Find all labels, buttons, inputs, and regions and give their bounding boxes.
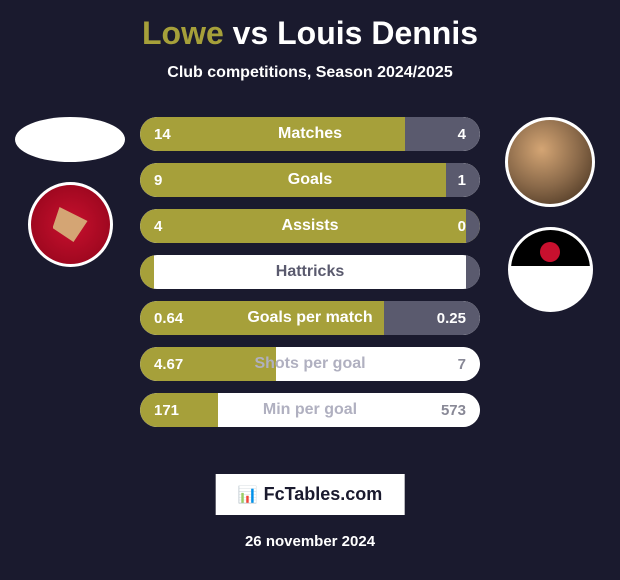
fctables-logo: 📊 FcTables.com	[216, 474, 405, 515]
footer: 📊 FcTables.com 26 november 2024	[216, 474, 405, 550]
player1-photo	[15, 117, 125, 162]
content-area: Matches 14 4 Goals 9 1 Assists 4 0 Hattricks 0 0 Goa…	[10, 117, 610, 427]
player1-club-badge	[28, 182, 113, 267]
stat-row: Goals 9 1	[140, 163, 480, 197]
stat-label: Goals	[288, 171, 332, 189]
comparison-container: Lowe vs Louis Dennis Club competitions, …	[0, 0, 620, 580]
stat-label: Hattricks	[276, 263, 344, 281]
left-badges-column	[10, 117, 130, 267]
stat-row: Assists 4 0	[140, 209, 480, 243]
stat-value-right: 0	[458, 264, 466, 281]
stat-row: Min per goal 171 573	[140, 393, 480, 427]
stat-value-left: 171	[154, 402, 179, 419]
stat-value-right: 0	[458, 218, 466, 235]
stat-row: Goals per match 0.64 0.25	[140, 301, 480, 335]
stat-row: Shots per goal 4.67 7	[140, 347, 480, 381]
stat-value-left: 0.64	[154, 310, 183, 327]
comparison-title: Lowe vs Louis Dennis	[10, 15, 610, 52]
right-badges-column	[490, 117, 610, 312]
stat-label: Shots per goal	[254, 355, 365, 373]
chart-icon: 📊	[238, 485, 258, 505]
date-text: 26 november 2024	[245, 533, 375, 550]
logo-text: FcTables.com	[264, 484, 383, 505]
stat-bar-right	[405, 117, 480, 151]
stat-label: Matches	[278, 125, 342, 143]
stat-bar-left	[140, 255, 154, 289]
stat-bar-left	[140, 393, 218, 427]
vs-text: vs	[233, 15, 269, 51]
stat-value-left: 9	[154, 172, 162, 189]
stat-value-right: 4	[458, 126, 466, 143]
player2-photo	[505, 117, 595, 207]
stat-label: Assists	[282, 217, 339, 235]
player2-club-badge	[508, 227, 593, 312]
stat-value-left: 4.67	[154, 356, 183, 373]
stat-bar-right	[466, 255, 480, 289]
stat-value-right: 0.25	[437, 310, 466, 327]
player1-name: Lowe	[142, 15, 224, 51]
stat-value-right: 573	[441, 402, 466, 419]
player2-name: Louis Dennis	[277, 15, 478, 51]
stats-area: Matches 14 4 Goals 9 1 Assists 4 0 Hattricks 0 0 Goa…	[130, 117, 490, 427]
stat-value-right: 7	[458, 356, 466, 373]
stat-value-right: 1	[458, 172, 466, 189]
stat-bar-left	[140, 117, 405, 151]
stat-value-left: 4	[154, 218, 162, 235]
stat-value-left: 0	[154, 264, 162, 281]
stat-label: Min per goal	[263, 401, 357, 419]
stat-row: Matches 14 4	[140, 117, 480, 151]
stat-label: Goals per match	[247, 309, 372, 327]
stat-row: Hattricks 0 0	[140, 255, 480, 289]
season-subtitle: Club competitions, Season 2024/2025	[10, 64, 610, 82]
stat-value-left: 14	[154, 126, 171, 143]
